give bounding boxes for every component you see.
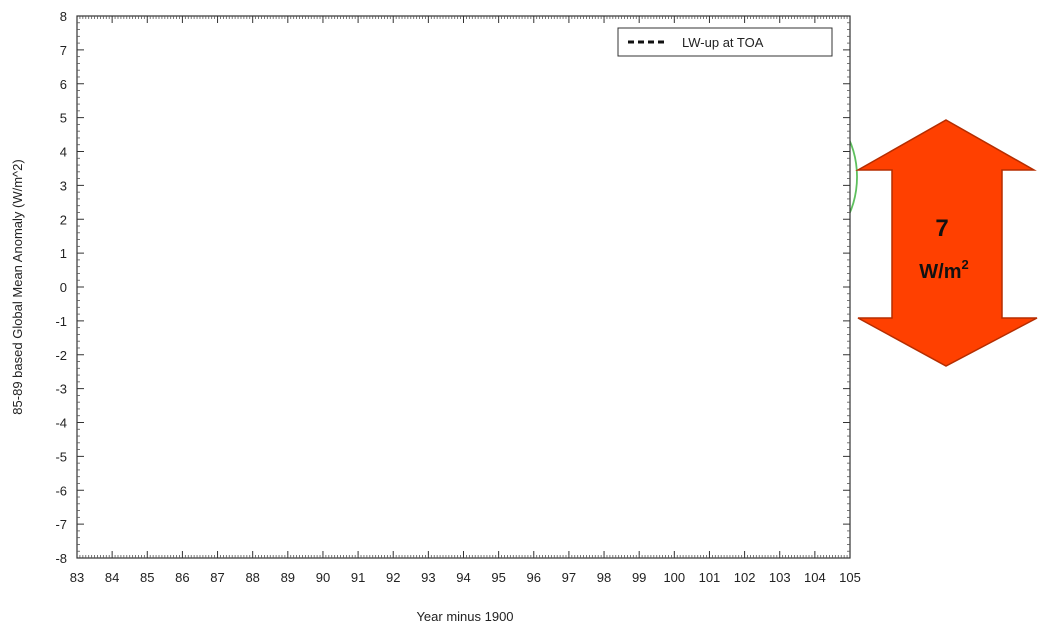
y-tick-label: 6 [60, 77, 67, 92]
y-tick-label: 4 [60, 145, 67, 160]
y-tick-label: 5 [60, 111, 67, 126]
x-tick-label: 92 [386, 570, 400, 585]
arrow-unit-superscript: 2 [961, 257, 968, 272]
y-tick-label: 1 [60, 246, 67, 261]
y-tick-label: -1 [55, 314, 67, 329]
x-tick-label: 87 [210, 570, 224, 585]
x-tick-label: 97 [562, 570, 576, 585]
x-tick-label: 88 [245, 570, 259, 585]
x-tick-label: 100 [663, 570, 685, 585]
y-tick-label: 7 [60, 43, 67, 58]
arrow-value-label: 7 [935, 215, 948, 242]
y-tick-label: -3 [55, 382, 67, 397]
y-tick-label: -7 [55, 517, 67, 532]
y-tick-label: -5 [55, 449, 67, 464]
y-axis-title: 85-89 based Global Mean Anomaly (W/m^2) [10, 159, 25, 414]
x-tick-label: 105 [839, 570, 861, 585]
y-tick-label: -6 [55, 483, 67, 498]
x-tick-label: 89 [281, 570, 295, 585]
x-tick-label: 101 [699, 570, 721, 585]
x-tick-label: 99 [632, 570, 646, 585]
y-tick-label: 2 [60, 212, 67, 227]
range-arrow-annotation: 7 W/m2 [855, 119, 1038, 367]
x-tick-label: 96 [527, 570, 541, 585]
y-tick-label: -8 [55, 551, 67, 566]
x-tick-label: 90 [316, 570, 330, 585]
x-tick-label: 102 [734, 570, 756, 585]
y-tick-label: -2 [55, 348, 67, 363]
double-arrow-icon [855, 119, 1038, 367]
legend-label-lw-up: LW-up at TOA [682, 35, 764, 50]
arrow-unit-label: W/m2 [919, 257, 968, 283]
legend: LW-up at TOA [617, 27, 833, 57]
x-tick-label: 85 [140, 570, 154, 585]
x-tick-label: 103 [769, 570, 791, 585]
x-tick-label: 91 [351, 570, 365, 585]
x-tick-label: 95 [491, 570, 505, 585]
y-tick-label: -4 [55, 416, 67, 431]
x-tick-label: 86 [175, 570, 189, 585]
plot-frame [76, 15, 851, 559]
x-tick-label: 83 [70, 570, 84, 585]
x-tick-label: 94 [456, 570, 470, 585]
x-tick-label: 93 [421, 570, 435, 585]
x-tick-label: 104 [804, 570, 826, 585]
x-axis-title: Year minus 1900 [416, 609, 513, 624]
y-tick-label: 0 [60, 280, 67, 295]
ticks: 83 84 85 86 87 88 89 90 91 92 93 94 95 96 97 98 99 100 101… [55, 9, 860, 585]
axes [76, 15, 851, 559]
y-tick-label: 3 [60, 178, 67, 193]
x-tick-label: 98 [597, 570, 611, 585]
y-tick-label: 8 [60, 9, 67, 24]
x-tick-label: 84 [105, 570, 119, 585]
arrow-unit-text: W/m [919, 261, 961, 283]
